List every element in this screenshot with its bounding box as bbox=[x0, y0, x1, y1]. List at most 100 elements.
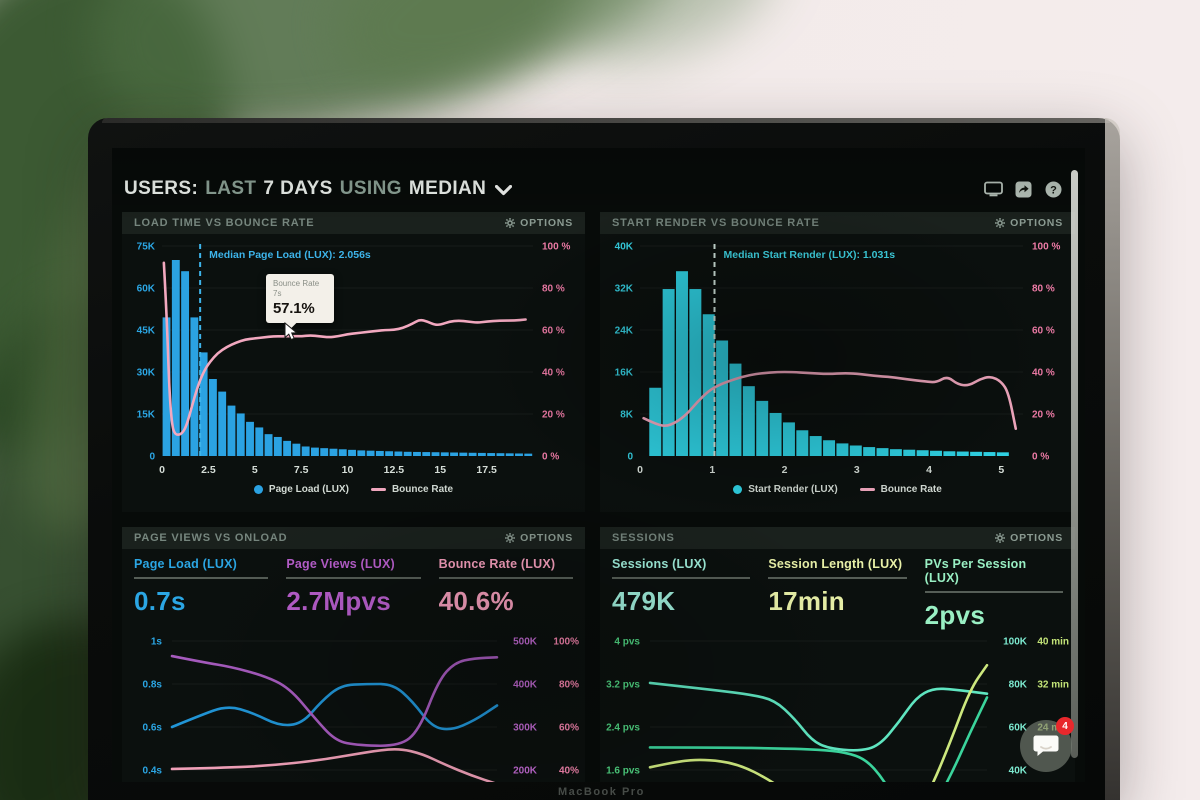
panel-page-views-vs-onload: PAGE VIEWS VS ONLOAD bbox=[122, 527, 585, 782]
laptop-top-edge bbox=[102, 118, 1110, 123]
panel-title: LOAD TIME VS BOUNCE RATE bbox=[134, 217, 315, 229]
share-icon[interactable] bbox=[1013, 179, 1033, 199]
svg-text:40%: 40% bbox=[559, 766, 579, 777]
svg-text:0: 0 bbox=[159, 464, 165, 476]
svg-text:20 %: 20 % bbox=[542, 410, 565, 421]
svg-text:32 min: 32 min bbox=[1037, 680, 1069, 691]
gear-icon bbox=[995, 533, 1006, 543]
chart-legend: Page Load (LUX) Bounce Rate bbox=[122, 484, 585, 495]
gear-icon bbox=[505, 533, 516, 543]
svg-text:200K: 200K bbox=[513, 766, 538, 777]
title-using: USING bbox=[339, 178, 402, 199]
svg-text:60 %: 60 % bbox=[1032, 326, 1055, 337]
options-label: OPTIONS bbox=[520, 217, 573, 229]
svg-text:100K: 100K bbox=[1003, 637, 1028, 648]
chevron-down-icon bbox=[495, 184, 513, 195]
metric-divider bbox=[924, 591, 1063, 593]
metric-session-length: Session Length (LUX) 17min bbox=[768, 557, 907, 631]
histogram-chart: 0 0 % 15K 20 % 30K 40 % 45K 60 % 60K 80 % 75K 100 %… bbox=[137, 242, 571, 477]
dashboard-screen: USERS: LAST 7 DAYS USING MEDIAN bbox=[112, 148, 1085, 782]
svg-text:8K: 8K bbox=[620, 410, 634, 421]
svg-text:300K: 300K bbox=[513, 723, 538, 734]
legend-line-swatch bbox=[370, 488, 386, 491]
svg-text:Median Page Load (LUX): 2.056s: Median Page Load (LUX): 2.056s bbox=[209, 249, 371, 261]
panel-title: START RENDER VS BOUNCE RATE bbox=[612, 217, 820, 229]
options-button[interactable]: OPTIONS bbox=[995, 532, 1063, 544]
chat-bubble-icon bbox=[1033, 735, 1059, 756]
laptop: USERS: LAST 7 DAYS USING MEDIAN bbox=[88, 118, 1120, 800]
svg-text:80K: 80K bbox=[1009, 680, 1028, 691]
svg-text:3: 3 bbox=[854, 464, 860, 476]
svg-text:40K: 40K bbox=[615, 242, 634, 253]
svg-text:5: 5 bbox=[252, 464, 258, 476]
panel-header: PAGE VIEWS VS ONLOAD bbox=[122, 527, 585, 549]
legend-item: Bounce Rate bbox=[859, 484, 942, 495]
title-median: MEDIAN bbox=[408, 178, 487, 199]
svg-text:40K: 40K bbox=[1009, 766, 1028, 777]
legend-item: Bounce Rate bbox=[370, 484, 453, 495]
svg-text:2.4 pvs: 2.4 pvs bbox=[606, 723, 640, 734]
svg-text:15: 15 bbox=[434, 464, 446, 476]
svg-text:60 %: 60 % bbox=[542, 326, 565, 337]
svg-text:100 %: 100 % bbox=[1032, 242, 1060, 253]
svg-text:75K: 75K bbox=[137, 242, 156, 253]
gear-icon bbox=[505, 218, 516, 228]
metric-value: 40.6% bbox=[438, 586, 514, 616]
svg-text:80%: 80% bbox=[559, 680, 579, 691]
help-icon[interactable]: ? bbox=[1043, 179, 1063, 199]
panel-load-time-vs-bounce-rate: LOAD TIME VS BOUNCE RATE bbox=[122, 212, 585, 512]
svg-text:30K: 30K bbox=[137, 368, 156, 379]
svg-text:60K: 60K bbox=[137, 284, 156, 295]
svg-text:80 %: 80 % bbox=[542, 284, 565, 295]
mouse-cursor bbox=[284, 322, 298, 341]
svg-text:32K: 32K bbox=[615, 284, 634, 295]
svg-text:0 %: 0 % bbox=[542, 452, 559, 463]
scrollbar-thumb[interactable] bbox=[1071, 170, 1078, 758]
metrics-row: Sessions (LUX) 479K Session Length (LUX)… bbox=[612, 557, 1063, 631]
svg-text:2.5: 2.5 bbox=[201, 464, 216, 476]
display-icon[interactable] bbox=[983, 179, 1003, 199]
chart-legend: Start Render (LUX) Bounce Rate bbox=[600, 484, 1075, 495]
svg-text:100%: 100% bbox=[553, 637, 579, 648]
options-button[interactable]: OPTIONS bbox=[505, 532, 573, 544]
metric-pvs-per-session: PVs Per Session (LUX) 2pvs bbox=[924, 557, 1063, 631]
chat-widget-button[interactable]: 4 bbox=[1020, 717, 1074, 772]
svg-text:0: 0 bbox=[627, 452, 633, 463]
svg-text:1: 1 bbox=[709, 464, 715, 476]
metric-value: 2.7Mpvs bbox=[286, 586, 392, 616]
title-last: LAST bbox=[205, 178, 257, 199]
page-title[interactable]: USERS: LAST 7 DAYS USING MEDIAN bbox=[124, 178, 513, 200]
multiline-chart: 1s 500K 100% 0.8s 400K 80% 0.6s 300K 60% 0.4s 200K… bbox=[143, 637, 579, 782]
svg-text:1s: 1s bbox=[151, 637, 163, 648]
svg-text:40 %: 40 % bbox=[542, 368, 565, 379]
svg-text:2: 2 bbox=[782, 464, 788, 476]
svg-text:400K: 400K bbox=[513, 680, 538, 691]
svg-text:4 pvs: 4 pvs bbox=[614, 637, 640, 648]
svg-text:0.8s: 0.8s bbox=[143, 680, 163, 691]
metric-divider bbox=[768, 577, 907, 579]
chat-unread-badge: 4 bbox=[1056, 717, 1074, 735]
svg-text:40 min: 40 min bbox=[1037, 637, 1069, 648]
panel-header: START RENDER VS BOUNCE RATE bbox=[600, 212, 1075, 234]
svg-text:500K: 500K bbox=[513, 637, 538, 648]
metric-divider bbox=[612, 577, 751, 579]
metric-value: 479K bbox=[612, 586, 676, 616]
tooltip-value: 57.1% bbox=[273, 300, 315, 317]
dashboard-header: USERS: LAST 7 DAYS USING MEDIAN bbox=[124, 170, 1073, 208]
plant-leaf bbox=[546, 0, 794, 85]
panel-header: LOAD TIME VS BOUNCE RATE bbox=[122, 212, 585, 234]
title-users: USERS: bbox=[124, 178, 199, 199]
svg-text:7.5: 7.5 bbox=[294, 464, 309, 476]
panel-sessions: SESSIONS OPTIONS bbox=[600, 527, 1075, 782]
laptop-edge-highlight bbox=[1105, 118, 1120, 800]
svg-text:3.2 pvs: 3.2 pvs bbox=[606, 680, 640, 691]
legend-item: Page Load (LUX) bbox=[253, 484, 349, 495]
legend-dot-swatch bbox=[733, 485, 743, 494]
svg-text:?: ? bbox=[1050, 184, 1057, 196]
svg-text:4: 4 bbox=[926, 464, 932, 476]
options-button[interactable]: OPTIONS bbox=[995, 217, 1063, 229]
histogram-chart: 0 0 % 8K 20 % 16K 40 % 24K 60 % 32K 80 % 40K 100 % 0… bbox=[615, 242, 1061, 477]
metric-divider bbox=[286, 577, 421, 579]
options-button[interactable]: OPTIONS bbox=[505, 217, 573, 229]
